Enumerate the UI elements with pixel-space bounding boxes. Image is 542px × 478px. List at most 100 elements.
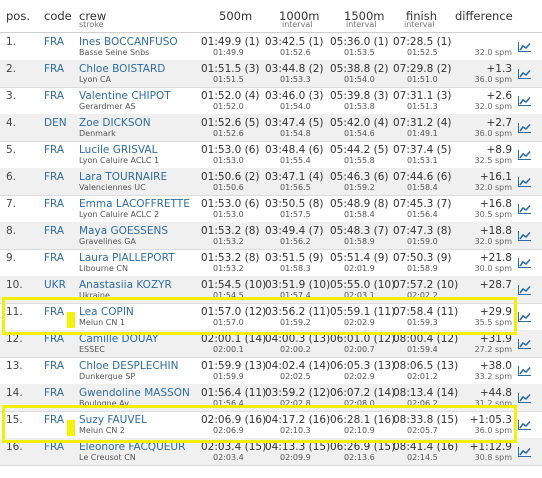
split-rank: (5)	[373, 144, 389, 156]
split-rank: (12)	[373, 333, 396, 345]
split-interval: 01:54.0	[280, 102, 311, 111]
row-crew-name[interactable]: Zoe DICKSON	[79, 117, 151, 129]
split-time: 02:03.4 (15)	[201, 441, 266, 453]
split-time: 08:06.5 (13)	[393, 360, 458, 372]
line-chart-icon[interactable]	[518, 258, 531, 268]
row-crew-name[interactable]: Gwendoline MASSON	[79, 387, 190, 399]
split-rank: (10)	[308, 279, 331, 291]
split-time-value: 02:00.1	[201, 333, 242, 345]
split-rank: (6)	[244, 144, 260, 156]
line-chart-icon[interactable]	[518, 69, 531, 79]
line-chart-icon[interactable]	[518, 123, 531, 133]
line-chart-icon[interactable]	[518, 204, 531, 214]
split-interval: 02:06.2	[407, 399, 438, 408]
split-time: 01:50.6 (2)	[201, 171, 260, 183]
line-chart-icon[interactable]	[518, 447, 531, 457]
split-interval: 02:14.5	[407, 453, 438, 462]
line-chart-icon[interactable]	[518, 177, 531, 187]
split-time-value: 06:26.9	[330, 441, 371, 453]
split-time-value: 06:07.2	[330, 387, 371, 399]
split-interval: 01:51.0	[407, 75, 438, 84]
split-time: 02:00.1 (14)	[201, 333, 266, 345]
row-country-code[interactable]: FRA	[44, 252, 65, 264]
line-chart-icon[interactable]	[518, 231, 531, 241]
row-stroke-rate: 36.0 spm	[474, 75, 512, 84]
row-crew-name[interactable]: Maya GOESSENS	[79, 225, 168, 237]
row-country-code[interactable]: FRA	[44, 360, 65, 372]
row-crew-name[interactable]: Eleonore FACQUEUR	[79, 441, 186, 453]
row-crew-name[interactable]: Lara TOURNAIRE	[79, 171, 168, 183]
split-interval: 01:59.2	[344, 183, 375, 192]
split-time: 01:53.0 (6)	[201, 144, 260, 156]
row-country-code[interactable]: FRA	[44, 63, 65, 75]
split-interval: 01:53.3	[280, 75, 311, 84]
row-stroke-rate: 32.0 spm	[474, 237, 512, 246]
row-country-code[interactable]: FRA	[44, 387, 65, 399]
line-chart-icon[interactable]	[518, 42, 531, 52]
split-time: 01:52.0 (4)	[201, 90, 260, 102]
split-interval: 02:08.0	[344, 399, 375, 408]
line-chart-icon[interactable]	[518, 312, 531, 322]
row-crew-name[interactable]: Chloe DESPLECHIN	[79, 360, 179, 372]
line-chart-icon[interactable]	[518, 285, 531, 295]
row-country-code[interactable]: FRA	[44, 36, 65, 48]
split-time-value: 08:33.8	[393, 414, 434, 426]
row-country-code[interactable]: FRA	[44, 90, 65, 102]
row-country-code[interactable]: FRA	[44, 414, 65, 426]
row-crew-name[interactable]: Ines BOCCANFUSO	[79, 36, 178, 48]
split-interval: 01:52.6	[213, 129, 244, 138]
row-crew-name[interactable]: Lucile GRISVAL	[79, 144, 158, 156]
split-time-value: 03:56.2	[265, 306, 306, 318]
line-chart-icon[interactable]	[518, 420, 531, 430]
row-crew-name[interactable]: Camille DOUAY	[79, 333, 159, 345]
line-chart-icon[interactable]	[518, 339, 531, 349]
row-crew-name[interactable]: Valentine CHIPOT	[79, 90, 171, 102]
split-time: 01:59.9 (13)	[201, 360, 266, 372]
row-crew-name[interactable]: Laura PIALLEPORT	[79, 252, 175, 264]
split-interval: 01:59.3	[407, 318, 438, 327]
row-country-code[interactable]: UKR	[44, 279, 66, 291]
line-chart-icon[interactable]	[518, 393, 531, 403]
row-stroke-rate: 33.2 spm	[474, 372, 512, 381]
split-interval: 01:56.4	[407, 210, 438, 219]
split-time: 07:45.3 (7)	[393, 198, 452, 210]
row-crew-name[interactable]: Suzy FAUVEL	[79, 414, 147, 426]
split-rank: (1)	[244, 36, 260, 48]
row-country-code[interactable]: FRA	[44, 306, 65, 318]
row-country-code[interactable]: FRA	[44, 144, 65, 156]
line-chart-icon[interactable]	[518, 96, 531, 106]
header-finish-sub: interval	[404, 20, 435, 29]
split-interval: 02:01.2	[407, 372, 438, 381]
split-time-value: 01:52.0	[201, 90, 242, 102]
split-rank: (16)	[244, 414, 267, 426]
row-country-code[interactable]: FRA	[44, 198, 65, 210]
table-row: 15. FRA Suzy FAUVEL Melun CN 2 02:06.9 (16) 0…	[0, 411, 542, 439]
line-chart-icon[interactable]	[518, 366, 531, 376]
row-crew-name[interactable]: Lea COPIN	[79, 306, 134, 318]
split-time: 01:53.2 (8)	[201, 225, 260, 237]
split-interval: 02:01.9	[344, 264, 375, 273]
split-interval: 02:02.2	[407, 291, 438, 300]
row-country-code[interactable]: FRA	[44, 441, 65, 453]
row-club: Ukraine	[79, 291, 110, 300]
split-rank: (10)	[244, 279, 267, 291]
table-row: 11. FRA Lea COPIN Melun CN 1 01:57.0 (12) 01:…	[0, 303, 542, 331]
split-interval: 01:52.6	[280, 48, 311, 57]
split-interval: 02:03.1	[344, 291, 375, 300]
row-stroke-rate: 36.0 spm	[474, 426, 512, 435]
row-crew-name[interactable]: Emma LACOFFRETTE	[79, 198, 190, 210]
line-chart-icon[interactable]	[518, 150, 531, 160]
row-country-code[interactable]: FRA	[44, 333, 65, 345]
row-country-code[interactable]: DEN	[44, 117, 67, 129]
split-rank: (2)	[373, 63, 389, 75]
row-country-code[interactable]: FRA	[44, 171, 65, 183]
row-crew-name[interactable]: Anastasiia KOZYR	[79, 279, 172, 291]
table-row: 2. FRA Chloe BOISTARD Lyon CA 01:51.5 (3) 01:…	[0, 60, 542, 88]
split-time: 01:49.9 (1)	[201, 36, 260, 48]
row-position: 1.	[6, 36, 17, 48]
split-rank: (3)	[373, 90, 389, 102]
split-time: 07:44.6 (6)	[393, 171, 452, 183]
row-club: Denmark	[79, 129, 116, 138]
row-country-code[interactable]: FRA	[44, 225, 65, 237]
row-crew-name[interactable]: Chloe BOISTARD	[79, 63, 166, 75]
